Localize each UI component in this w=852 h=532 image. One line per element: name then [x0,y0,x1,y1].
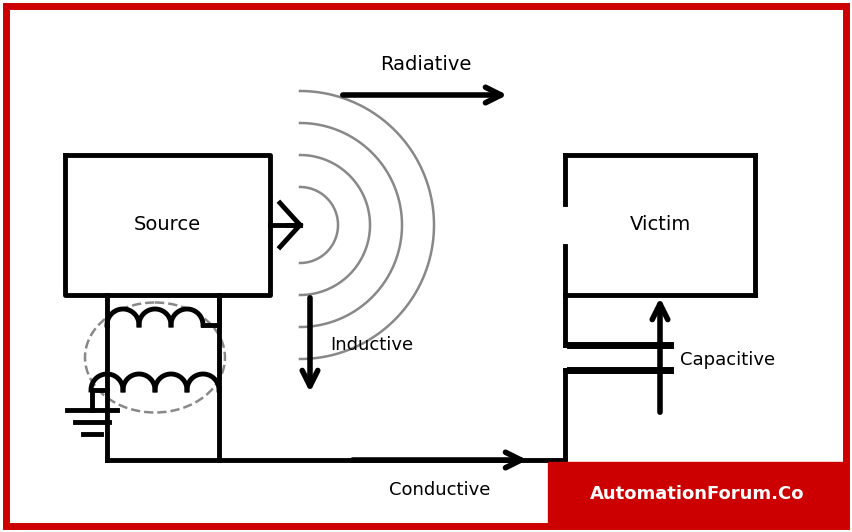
Bar [548,462,846,526]
Text: Capacitive: Capacitive [680,351,775,369]
Text: AutomationForum.Co: AutomationForum.Co [590,485,804,503]
Text: Inductive: Inductive [330,336,413,354]
Text: Source: Source [134,215,201,235]
Text: Conductive: Conductive [389,481,491,499]
Text: Victim: Victim [630,215,691,235]
Text: Radiative: Radiative [380,55,472,74]
